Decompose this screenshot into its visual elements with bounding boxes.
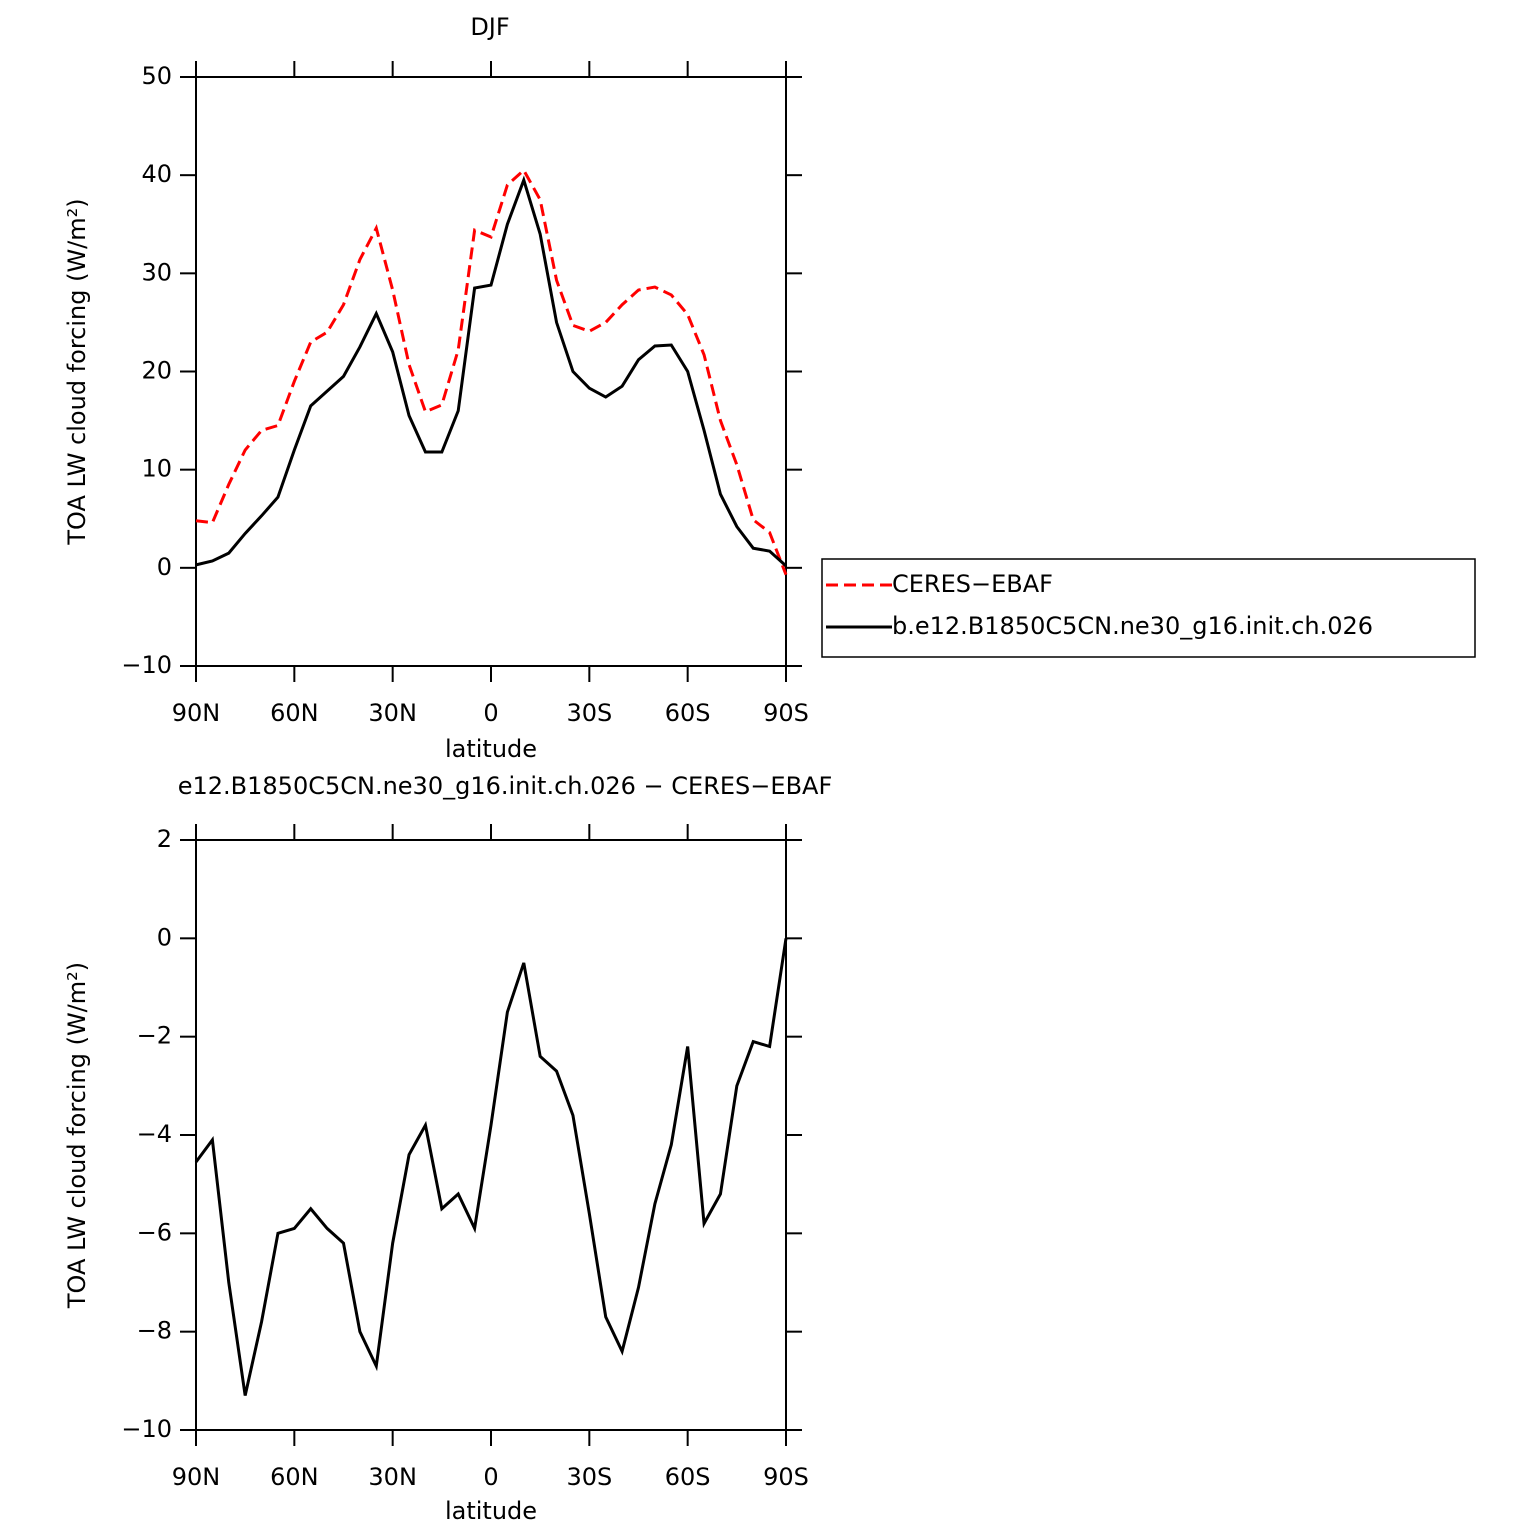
- y-tick-label: −2: [137, 1022, 172, 1050]
- x-tick-label: 60S: [665, 1463, 711, 1491]
- y-tick-label: 30: [141, 258, 172, 286]
- x-tick-label: 90N: [172, 699, 221, 727]
- x-tick-label: 30S: [566, 1463, 612, 1491]
- x-tick-label: 60N: [270, 1463, 319, 1491]
- y-tick-label: 20: [141, 357, 172, 385]
- y-tick-label: 10: [141, 455, 172, 483]
- y-tick-label: 40: [141, 160, 172, 188]
- y-tick-label: −8: [137, 1317, 172, 1345]
- data-line: [194, 938, 788, 1396]
- legend-label: CERES−EBAF: [892, 570, 1053, 598]
- x-tick-label: 60N: [270, 699, 319, 727]
- x-tick-label: 30N: [368, 1463, 417, 1491]
- data-line: [195, 175, 788, 567]
- x-tick-label: 30N: [368, 699, 417, 727]
- chart-title: e12.B1850C5CN.ne30_g16.init.ch.026 − CER…: [178, 772, 833, 800]
- y-tick-label: −10: [121, 1415, 172, 1443]
- x-axis-title: latitude: [445, 735, 537, 763]
- plot-frame: [195, 76, 787, 667]
- y-tick-label: 2: [157, 825, 172, 853]
- y-tick-label: 0: [157, 923, 172, 951]
- y-tick-label: −4: [137, 1120, 172, 1148]
- y-axis-title: TOA LW cloud forcing (W/m²): [63, 962, 91, 1309]
- x-tick-label: 30S: [566, 699, 612, 727]
- x-tick-label: 90N: [172, 1463, 221, 1491]
- y-tick-label: −10: [121, 651, 172, 679]
- x-tick-label: 0: [483, 1463, 498, 1491]
- y-tick-label: 50: [141, 62, 172, 90]
- x-axis-title: latitude: [445, 1497, 537, 1525]
- x-tick-label: 60S: [665, 699, 711, 727]
- x-tick-label: 90S: [763, 1463, 809, 1491]
- y-axis-title: TOA LW cloud forcing (W/m²): [63, 198, 91, 545]
- data-line: [195, 167, 788, 576]
- y-tick-label: −6: [137, 1218, 172, 1246]
- x-tick-label: 90S: [763, 699, 809, 727]
- chart-title: DJF: [470, 13, 509, 41]
- legend-box: [821, 558, 1476, 658]
- y-tick-label: 0: [157, 553, 172, 581]
- x-tick-label: 0: [483, 699, 498, 727]
- legend-label: b.e12.B1850C5CN.ne30_g16.init.ch.026: [892, 612, 1373, 640]
- plot-frame: [195, 839, 787, 1431]
